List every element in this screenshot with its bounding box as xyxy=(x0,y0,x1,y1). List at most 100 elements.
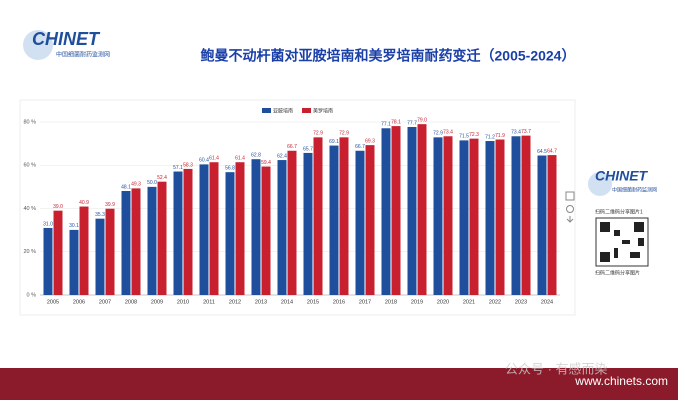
value-label: 50.0 xyxy=(147,180,157,186)
bar xyxy=(495,139,505,295)
bar xyxy=(355,150,365,295)
legend-swatch xyxy=(262,108,271,113)
value-label: 72.9 xyxy=(313,131,323,137)
bar xyxy=(235,162,245,295)
bar xyxy=(209,162,219,295)
x-tick-label: 2013 xyxy=(255,299,267,305)
bar xyxy=(147,186,157,295)
value-label: 71.5 xyxy=(459,134,469,140)
value-label: 73.4 xyxy=(443,130,453,136)
bar xyxy=(407,126,417,295)
value-label: 35.3 xyxy=(95,212,105,218)
bar xyxy=(183,168,193,295)
value-label: 49.3 xyxy=(131,182,141,188)
y-tick-label: 20 % xyxy=(23,249,36,255)
value-label: 65.7 xyxy=(303,146,313,152)
x-tick-label: 2023 xyxy=(515,299,527,305)
value-label: 69.3 xyxy=(365,138,375,144)
icon[interactable] xyxy=(566,205,574,213)
bar xyxy=(95,218,105,295)
legend-label: 亚胺培南 xyxy=(273,107,293,114)
value-label: 72.3 xyxy=(469,132,479,138)
bar xyxy=(303,152,313,295)
x-tick-label: 2022 xyxy=(489,299,501,305)
icon[interactable] xyxy=(565,191,575,201)
value-label: 62.4 xyxy=(277,153,287,159)
bar xyxy=(313,137,323,295)
legend-label: 美罗培南 xyxy=(313,107,333,114)
x-tick-label: 2005 xyxy=(47,299,59,305)
value-label: 78.1 xyxy=(391,119,401,125)
bar xyxy=(105,208,115,295)
value-label: 62.8 xyxy=(251,153,261,159)
value-label: 61.4 xyxy=(235,156,245,162)
value-label: 30.1 xyxy=(69,223,79,229)
x-tick-label: 2009 xyxy=(151,299,163,305)
value-label: 31.0 xyxy=(43,221,53,227)
value-label: 39.9 xyxy=(105,202,115,208)
x-tick-label: 2006 xyxy=(73,299,85,305)
bar xyxy=(277,160,287,295)
bar xyxy=(79,206,89,295)
bar xyxy=(485,141,495,295)
logo-icon xyxy=(23,30,53,60)
bar xyxy=(53,210,63,295)
value-label: 61.4 xyxy=(209,156,219,162)
slide-title: 鲍曼不动杆菌对亚胺培南和美罗培南耐药变迁（2005-2024） xyxy=(201,48,576,64)
value-label: 66.7 xyxy=(287,144,297,150)
value-label: 58.3 xyxy=(183,162,193,168)
qr-caption: 扫码二维码分享图片1 xyxy=(595,208,643,215)
icon[interactable] xyxy=(566,216,574,223)
bar xyxy=(417,124,427,295)
bar xyxy=(469,138,479,295)
value-label: 52.4 xyxy=(157,175,167,181)
x-tick-label: 2007 xyxy=(99,299,111,305)
bar xyxy=(521,135,531,295)
bar xyxy=(131,188,141,295)
value-label: 71.2 xyxy=(485,134,495,140)
bar xyxy=(173,171,183,295)
value-label: 72.9 xyxy=(433,131,443,137)
x-tick-label: 2019 xyxy=(411,299,423,305)
bar xyxy=(511,136,521,295)
bar xyxy=(287,150,297,295)
footer-band xyxy=(0,368,678,400)
x-tick-label: 2008 xyxy=(125,299,137,305)
value-label: 59.4 xyxy=(261,160,271,166)
bar xyxy=(391,126,401,295)
x-tick-label: 2011 xyxy=(203,299,215,305)
value-label: 57.1 xyxy=(173,165,183,171)
bar xyxy=(443,136,453,295)
y-tick-label: 40 % xyxy=(23,206,36,212)
bar xyxy=(329,145,339,295)
x-tick-label: 2014 xyxy=(281,299,293,305)
value-label: 71.9 xyxy=(495,133,505,139)
x-tick-label: 2010 xyxy=(177,299,189,305)
bar xyxy=(433,137,443,295)
value-label: 77.1 xyxy=(381,122,391,128)
logo-text: CHINET xyxy=(32,29,101,49)
value-label: 69.1 xyxy=(329,139,339,145)
sidebar-logo: CHINET xyxy=(595,168,649,184)
value-label: 72.9 xyxy=(339,131,349,137)
chart: 0 % 20 % 40 % 60 % 80 % 亚胺培南 美罗培南 2005 31.0 39.0 2… xyxy=(23,107,560,305)
x-tick-label: 2015 xyxy=(307,299,319,305)
watermark: 公众号 · 有感而染 xyxy=(505,361,608,376)
value-label: 48.1 xyxy=(121,184,131,190)
value-label: 64.7 xyxy=(547,148,557,154)
x-tick-label: 2024 xyxy=(541,299,553,305)
bar xyxy=(225,172,235,295)
bar xyxy=(381,128,391,295)
value-label: 64.5 xyxy=(537,149,547,155)
x-tick-label: 2012 xyxy=(229,299,241,305)
value-label: 73.4 xyxy=(511,130,521,136)
value-label: 77.7 xyxy=(407,120,417,126)
value-label: 60.4 xyxy=(199,158,209,164)
bar xyxy=(69,229,79,295)
x-tick-label: 2018 xyxy=(385,299,397,305)
bar xyxy=(547,155,557,295)
value-label: 66.7 xyxy=(355,144,365,150)
bar xyxy=(537,155,547,295)
bar xyxy=(365,145,375,295)
